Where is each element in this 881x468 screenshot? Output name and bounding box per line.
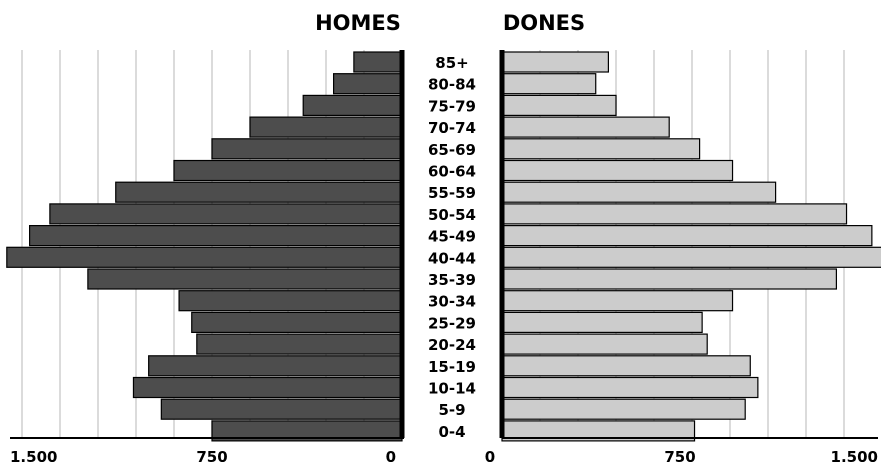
- age-group-label: 75-79: [428, 97, 476, 115]
- men-tick-label: 0: [386, 448, 396, 466]
- women-bar: [501, 203, 848, 225]
- women-bar: [501, 181, 777, 203]
- age-group-label: 0-4: [438, 423, 465, 441]
- men-bars: [6, 51, 403, 442]
- men-tick-label: 1.500: [10, 448, 57, 466]
- age-group-label: 80-84: [428, 76, 476, 94]
- women-panel-title: DONES: [503, 11, 585, 35]
- age-group-label: 15-19: [428, 358, 476, 376]
- age-group-label: 45-49: [428, 228, 476, 246]
- women-bar: [501, 290, 734, 312]
- age-group-label: 30-34: [428, 293, 476, 311]
- age-group-label: 40-44: [428, 249, 476, 267]
- age-group-label: 60-64: [428, 163, 476, 181]
- age-group-label: 65-69: [428, 141, 476, 159]
- men-bar: [6, 246, 403, 268]
- age-group-label: 5-9: [438, 401, 465, 419]
- age-group-labels: 0-4 5-9 10-14 15-19 20-24 25-29 30-34 35-39 40-4…: [428, 54, 476, 441]
- women-bar: [501, 116, 670, 138]
- age-group-label: 35-39: [428, 271, 476, 289]
- men-tick-label: 750: [196, 448, 227, 466]
- men-bar: [196, 333, 403, 355]
- women-bar: [501, 138, 701, 160]
- women-bar: [501, 73, 597, 95]
- men-bar: [49, 203, 403, 225]
- women-tick-label: 1.500: [831, 448, 878, 466]
- women-bar: [501, 246, 881, 268]
- men-panel-title: HOMES: [315, 11, 401, 35]
- women-bar: [501, 398, 746, 420]
- men-bar: [191, 311, 403, 333]
- men-bar: [353, 51, 403, 73]
- men-bar: [173, 159, 403, 182]
- women-bar: [501, 355, 751, 377]
- men-bar: [211, 138, 403, 160]
- women-bar: [501, 94, 617, 117]
- women-bars: [501, 51, 881, 442]
- men-bar: [115, 181, 403, 203]
- age-group-label: 50-54: [428, 206, 476, 224]
- age-group-label: 25-29: [428, 314, 476, 332]
- women-bar: [501, 333, 708, 355]
- age-group-label: 55-59: [428, 184, 476, 202]
- women-bar: [501, 159, 734, 182]
- age-group-label: 10-14: [428, 380, 476, 398]
- men-bar: [87, 268, 403, 290]
- men-bar: [249, 116, 403, 138]
- men-bar: [132, 376, 403, 399]
- men-bar: [333, 73, 403, 95]
- women-bar: [501, 51, 610, 73]
- men-bar: [178, 290, 403, 312]
- women-bar: [501, 268, 837, 290]
- age-group-label: 70-74: [428, 119, 476, 137]
- women-bar: [501, 225, 873, 247]
- men-bar: [148, 355, 403, 377]
- age-group-label: 85+: [435, 54, 468, 72]
- women-tick-label: 750: [664, 448, 695, 466]
- women-bar: [501, 376, 759, 399]
- women-bar: [501, 311, 703, 333]
- men-bar: [160, 398, 403, 420]
- age-group-label: 20-24: [428, 336, 476, 354]
- men-bar: [302, 94, 403, 117]
- men-bar: [29, 225, 403, 247]
- women-tick-label: 0: [485, 448, 495, 466]
